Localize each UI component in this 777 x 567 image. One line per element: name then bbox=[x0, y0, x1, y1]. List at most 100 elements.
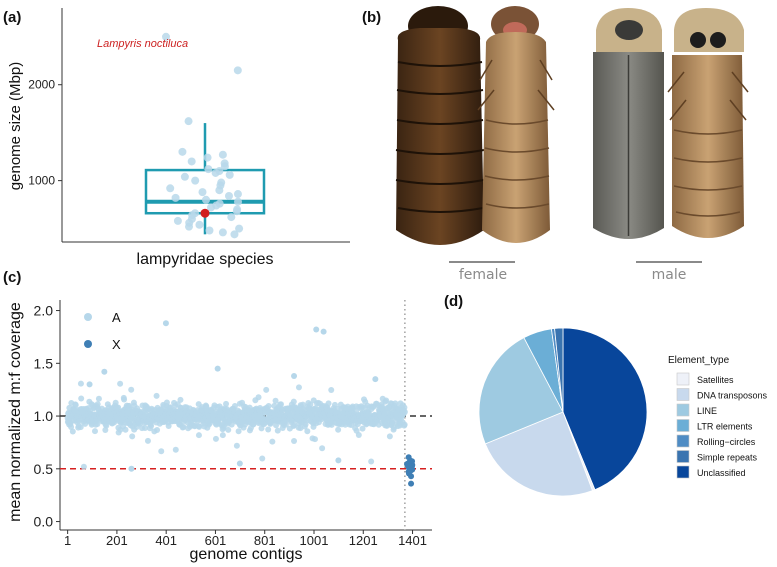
panel-label-d: (d) bbox=[444, 293, 463, 310]
a-species-point bbox=[218, 228, 227, 237]
c-point-autosome bbox=[165, 423, 172, 430]
d-slice-unclassified bbox=[562, 327, 648, 491]
c-point-autosome bbox=[68, 423, 75, 430]
c-point-autosome bbox=[195, 432, 202, 439]
d-legend-key bbox=[676, 434, 690, 448]
c-point-autosome bbox=[325, 400, 332, 407]
d-legend-key bbox=[676, 403, 690, 417]
c-point-autosome bbox=[295, 384, 302, 391]
c-xtick-label: 1201 bbox=[349, 533, 378, 548]
c-ylabel: mean normalized m:f coverage bbox=[7, 302, 24, 522]
c-point-autosome bbox=[103, 422, 110, 429]
c-point-autosome bbox=[401, 421, 408, 428]
c-point-autosome bbox=[117, 380, 124, 387]
c-point-autosome bbox=[290, 398, 297, 405]
d-legend-key bbox=[676, 372, 690, 386]
c-point-autosome bbox=[94, 421, 101, 428]
d-legend-key bbox=[676, 388, 690, 401]
d-legend-label: Simple repeats bbox=[697, 453, 758, 463]
c-point-autosome bbox=[255, 394, 262, 401]
c-point-autosome bbox=[328, 386, 335, 393]
c-point-autosome bbox=[299, 401, 306, 408]
d-slice-line bbox=[478, 337, 564, 445]
c-point-autosome bbox=[154, 427, 161, 434]
a-xlabel: lampyridae species bbox=[137, 251, 274, 268]
c-point-autosome bbox=[277, 401, 284, 408]
c-point-autosome bbox=[383, 397, 390, 404]
c-point-autosome bbox=[141, 424, 148, 431]
a-species-point bbox=[184, 117, 193, 126]
c-point-autosome bbox=[214, 365, 221, 372]
c-legend-label: A bbox=[112, 310, 121, 325]
c-point-autosome bbox=[263, 386, 270, 393]
c-point-autosome bbox=[265, 402, 272, 409]
a-species-point bbox=[207, 203, 216, 212]
d-legend-label: Rolling−circles bbox=[697, 437, 756, 447]
c-point-autosome bbox=[291, 372, 298, 379]
a-species-point bbox=[215, 186, 224, 195]
c-point-autosome bbox=[219, 432, 226, 439]
a-highlight-label: Lampyris noctiluca bbox=[97, 38, 188, 50]
d-legend-label: Unclassified bbox=[697, 468, 746, 478]
d-legend-label: LTR elements bbox=[697, 422, 753, 432]
a-species-point bbox=[162, 32, 171, 41]
a-species-point bbox=[230, 230, 239, 239]
c-point-autosome bbox=[233, 442, 240, 449]
c-point-autosome bbox=[80, 463, 87, 470]
a-species-point bbox=[178, 147, 187, 156]
d-legend-key bbox=[676, 450, 690, 463]
c-point-autosome bbox=[225, 426, 232, 433]
a-species-point bbox=[227, 213, 236, 222]
c-point-autosome bbox=[231, 402, 238, 409]
c-point-autosome bbox=[72, 401, 79, 408]
c-point-autosome bbox=[386, 433, 393, 440]
a-species-point bbox=[235, 224, 244, 233]
c-point-autosome bbox=[291, 437, 298, 444]
c-point-autosome bbox=[122, 426, 129, 433]
c-point-autosome bbox=[177, 396, 184, 403]
d-legend-key bbox=[676, 419, 690, 432]
d-legend-label: DNA transposons bbox=[697, 391, 768, 401]
c-xlabel: genome contigs bbox=[190, 546, 303, 563]
d-legend-label: LINE bbox=[697, 406, 717, 416]
c-point-autosome bbox=[128, 465, 135, 472]
c-point-autosome bbox=[311, 436, 318, 443]
panel-label-a: (a) bbox=[3, 9, 21, 26]
female-label: female bbox=[459, 267, 507, 283]
c-point-autosome bbox=[328, 421, 335, 428]
a-species-point bbox=[205, 226, 214, 235]
c-point-autosome bbox=[291, 421, 298, 428]
c-point-autosome bbox=[372, 376, 379, 383]
c-point-autosome bbox=[359, 425, 366, 432]
c-point-autosome bbox=[304, 428, 311, 435]
c-point-autosome bbox=[392, 400, 399, 407]
d-slice-simple-repeats bbox=[554, 327, 564, 413]
c-xtick-label: 401 bbox=[155, 533, 177, 548]
c-point-autosome bbox=[274, 427, 281, 434]
a-ylabel: genome size (Mbp) bbox=[7, 62, 24, 190]
c-point-autosome bbox=[203, 403, 210, 410]
a-species-point bbox=[202, 195, 211, 204]
c-point-autosome bbox=[115, 404, 122, 411]
a-species-point bbox=[187, 157, 196, 166]
c-point-autosome bbox=[368, 458, 375, 465]
a-species-point bbox=[232, 207, 241, 216]
c-point-autosome bbox=[163, 399, 170, 406]
a-species-point bbox=[203, 153, 212, 162]
c-point-autosome bbox=[389, 418, 396, 425]
c-point-autosome bbox=[112, 399, 119, 406]
c-point-autosome bbox=[313, 326, 320, 333]
c-point-autosome bbox=[86, 381, 93, 388]
c-point-autosome bbox=[196, 423, 203, 430]
a-species-point bbox=[224, 191, 233, 200]
male-label: male bbox=[652, 267, 687, 283]
c-point-autosome bbox=[236, 460, 243, 467]
c-legend-label: X bbox=[112, 337, 121, 352]
c-point-autosome bbox=[355, 432, 362, 439]
c-point-autosome bbox=[269, 438, 276, 445]
c-point-autosome bbox=[158, 448, 165, 455]
c-xtick-label: 1001 bbox=[300, 533, 329, 548]
c-point-autosome bbox=[121, 396, 128, 403]
female-dorsal-image bbox=[395, 6, 485, 245]
